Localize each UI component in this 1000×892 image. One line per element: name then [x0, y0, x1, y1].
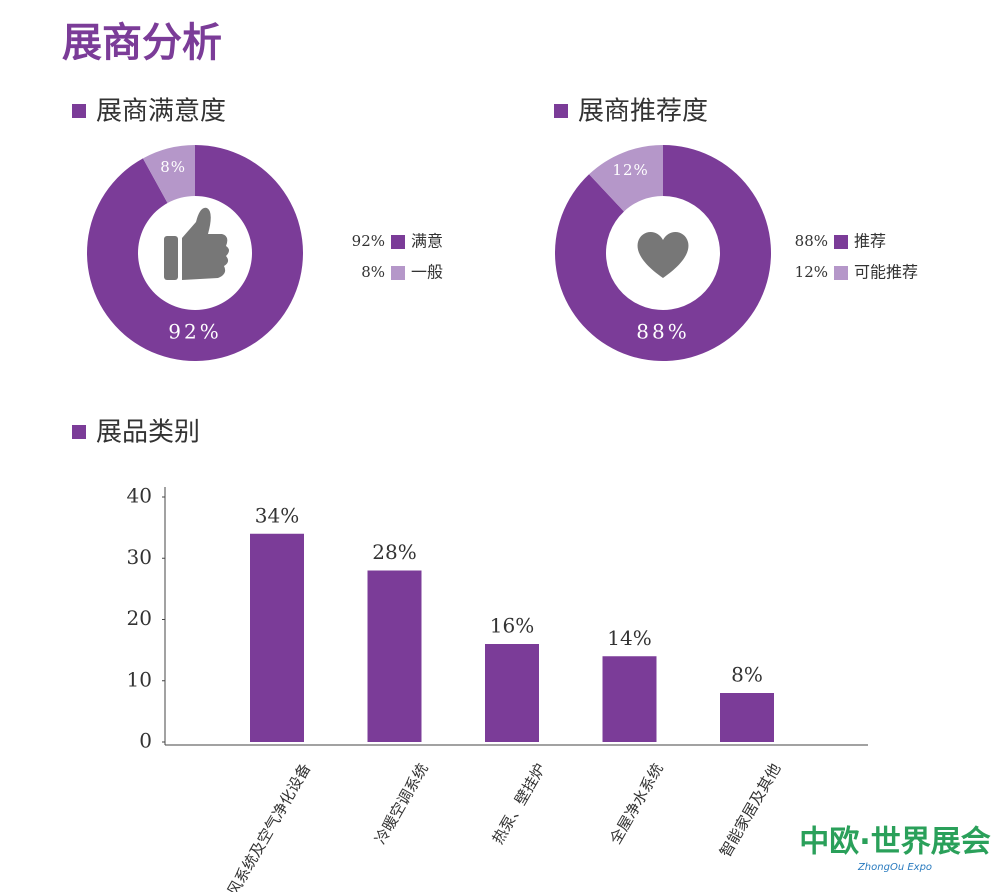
y-tick-label: 10 [127, 667, 152, 691]
slice-label: 12% [612, 161, 648, 179]
donut-slice [555, 145, 772, 362]
bullet [554, 104, 568, 118]
value-label: 34% [255, 503, 299, 527]
legend-value: 88% [795, 232, 828, 250]
value-label: 28% [372, 540, 416, 564]
bar [485, 644, 539, 742]
bar [720, 693, 774, 742]
donut-slice [86, 145, 303, 362]
y-tick-label: 30 [127, 545, 152, 569]
slice-label: 88% [636, 320, 689, 344]
section-title: 展品类别 [96, 418, 200, 448]
x-tick-label: 冷暖空调系统 [371, 760, 432, 847]
section-title: 展商推荐度 [578, 97, 708, 127]
legend-swatch [391, 266, 405, 280]
x-tick-label: 全屋净水系统 [606, 760, 667, 847]
legend-label: 一般 [411, 263, 443, 282]
slice-label: 8% [160, 158, 186, 176]
value-label: 16% [490, 614, 534, 638]
heart-icon [637, 231, 689, 278]
bar [367, 570, 422, 742]
legend-label: 推荐 [854, 232, 886, 251]
value-label: 14% [607, 626, 651, 650]
bar [250, 533, 304, 742]
x-tick-label: 智能家居及其他 [716, 760, 784, 860]
x-tick-label: 新风系统及空气净化设备 [216, 760, 314, 892]
bullet [72, 104, 86, 118]
y-tick-label: 20 [127, 606, 152, 630]
value-label: 8% [731, 663, 763, 687]
legend-label: 满意 [411, 232, 443, 251]
y-tick-label: 0 [139, 729, 152, 753]
logo-subtext: ZhongOu Expo [857, 862, 932, 873]
legend-swatch [391, 235, 405, 249]
bar [602, 656, 657, 742]
legend-value: 8% [361, 263, 385, 281]
section-title: 展商满意度 [96, 97, 226, 127]
donut-slice [589, 145, 663, 212]
legend-swatch [834, 266, 848, 280]
page-title: 展商分析 [62, 20, 222, 66]
slice-label: 92% [168, 320, 221, 344]
donut-slice [142, 145, 195, 204]
y-tick-label: 40 [127, 484, 152, 508]
x-tick-label: 热泵、壁挂炉 [489, 760, 550, 847]
bullet [72, 425, 86, 439]
logo-text: 中欧·世界展会 [799, 825, 990, 860]
legend-value: 92% [352, 232, 385, 250]
legend-swatch [834, 235, 848, 249]
legend-value: 12% [795, 263, 828, 281]
legend-label: 可能推荐 [854, 263, 918, 282]
thumb-icon [164, 207, 229, 280]
